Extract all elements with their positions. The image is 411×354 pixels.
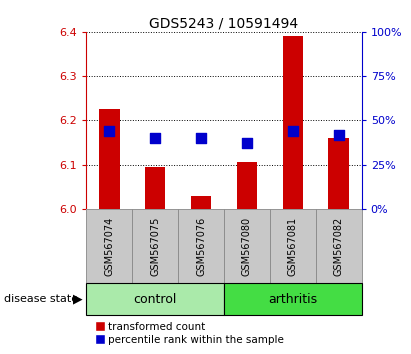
Bar xyxy=(224,283,362,315)
Bar xyxy=(237,162,257,209)
Bar xyxy=(145,167,166,209)
Bar xyxy=(270,209,316,283)
Text: GSM567082: GSM567082 xyxy=(334,216,344,276)
Text: arthritis: arthritis xyxy=(268,293,317,306)
Text: ▶: ▶ xyxy=(73,293,82,306)
Legend: transformed count, percentile rank within the sample: transformed count, percentile rank withi… xyxy=(92,317,288,349)
Bar xyxy=(99,109,120,209)
Text: GSM567080: GSM567080 xyxy=(242,216,252,276)
Bar xyxy=(86,209,132,283)
Text: control: control xyxy=(134,293,177,306)
Text: GSM567075: GSM567075 xyxy=(150,216,160,276)
Text: GSM567074: GSM567074 xyxy=(104,216,114,276)
Bar xyxy=(224,209,270,283)
Point xyxy=(244,141,250,146)
Bar xyxy=(191,195,211,209)
Bar xyxy=(132,209,178,283)
Title: GDS5243 / 10591494: GDS5243 / 10591494 xyxy=(150,17,298,31)
Bar xyxy=(316,209,362,283)
Point xyxy=(152,135,159,141)
Point xyxy=(198,135,204,141)
Text: disease state: disease state xyxy=(4,294,78,304)
Bar xyxy=(178,209,224,283)
Point xyxy=(289,128,296,134)
Bar xyxy=(282,36,303,209)
Text: GSM567076: GSM567076 xyxy=(196,216,206,276)
Bar xyxy=(86,283,224,315)
Text: GSM567081: GSM567081 xyxy=(288,216,298,276)
Point xyxy=(335,132,342,137)
Bar xyxy=(328,138,349,209)
Point xyxy=(106,128,113,134)
